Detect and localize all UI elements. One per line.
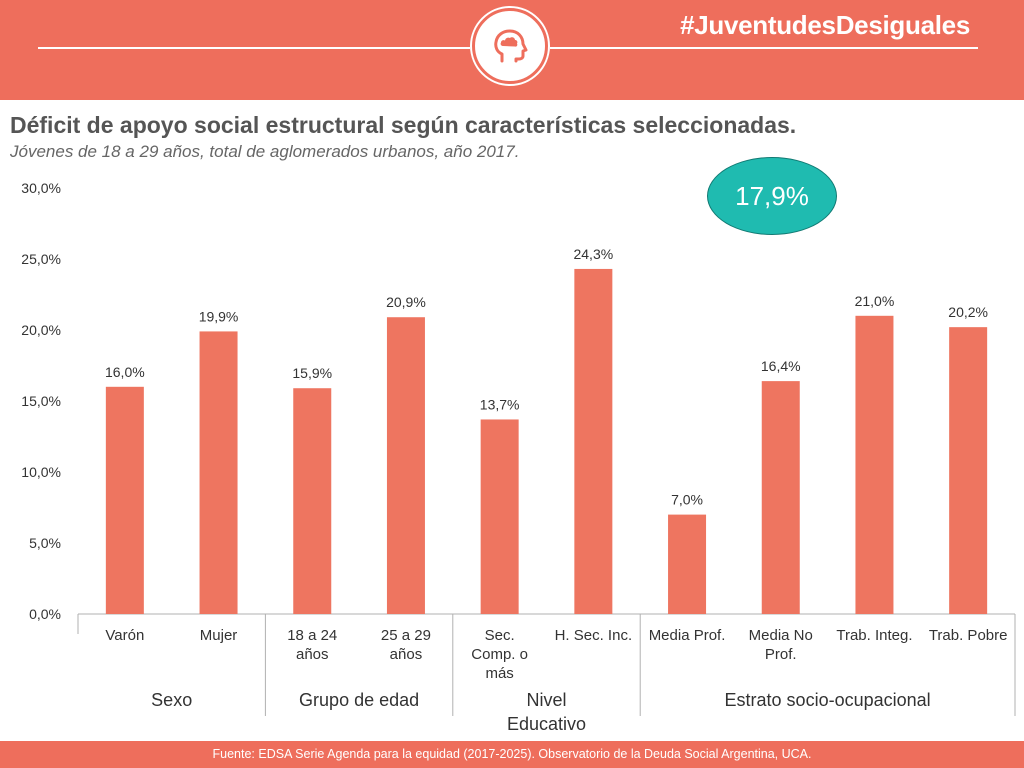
bar-value-label: 20,9%: [386, 294, 426, 310]
header-band: #JuventudesDesiguales: [0, 0, 1024, 100]
category-label: Prof.: [765, 646, 797, 663]
category-label: años: [390, 646, 423, 663]
bar: [668, 514, 707, 614]
bar-value-label: 15,9%: [292, 365, 332, 381]
bar: [574, 268, 613, 614]
bar: [199, 331, 238, 614]
y-tick-label: 30,0%: [21, 180, 61, 196]
category-label: Comp. o: [471, 646, 528, 663]
bar-value-label: 16,0%: [105, 364, 145, 380]
bar-value-label: 20,2%: [948, 304, 988, 320]
hashtag-label: #JuventudesDesiguales: [680, 10, 970, 40]
header-divider-right: [550, 47, 978, 49]
group-label: Sexo: [151, 690, 192, 710]
category-label: H. Sec. Inc.: [555, 627, 633, 644]
bar-value-label: 7,0%: [671, 492, 703, 508]
bar: [386, 317, 425, 614]
bar: [855, 315, 894, 614]
chart-title: Déficit de apoyo social estructural segú…: [10, 112, 797, 138]
bar-value-label: 24,3%: [573, 246, 613, 262]
category-label: años: [296, 646, 329, 663]
bar-value-label: 13,7%: [480, 396, 520, 412]
y-tick-label: 5,0%: [29, 535, 61, 551]
header-divider-left: [38, 47, 470, 49]
footer-band: Fuente: EDSA Serie Agenda para la equida…: [0, 741, 1024, 768]
group-label: Nivel: [526, 690, 566, 710]
category-label: más: [485, 665, 513, 682]
bar: [949, 327, 988, 614]
category-label: Trab. Pobre: [929, 627, 1008, 644]
category-label: Trab. Integ.: [836, 627, 912, 644]
group-label: Grupo de edad: [299, 690, 419, 710]
category-label: Mujer: [200, 627, 238, 644]
category-label: 18 a 24: [287, 627, 337, 644]
category-label: 25 a 29: [381, 627, 431, 644]
bar-value-label: 19,9%: [199, 308, 239, 324]
bar-value-label: 16,4%: [761, 358, 801, 374]
bar-chart: 0,0% 5,0% 10,0% 15,0% 20,0% 25,0% 30,0% 16,0% Va…: [21, 180, 1016, 734]
total-value-badge: 17,9%: [707, 157, 837, 235]
bar: [293, 388, 332, 614]
source-note: Fuente: EDSA Serie Agenda para la equida…: [212, 747, 812, 761]
bar: [105, 386, 144, 614]
bar-value-label: 21,0%: [855, 293, 895, 309]
bar: [480, 419, 519, 614]
category-label: Media Prof.: [649, 627, 726, 644]
chart-subtitle: Jóvenes de 18 a 29 años, total de aglome…: [10, 142, 520, 161]
category-label: Varón: [105, 627, 144, 644]
bar: [761, 381, 800, 614]
y-tick-label: 0,0%: [29, 606, 61, 622]
y-tick-label: 25,0%: [21, 251, 61, 267]
y-tick-label: 10,0%: [21, 464, 61, 480]
group-label: Estrato socio-ocupacional: [725, 690, 931, 710]
head-with-cloud-icon: [472, 8, 548, 84]
y-tick-label: 15,0%: [21, 393, 61, 409]
category-label: Sec.: [485, 627, 515, 644]
y-tick-label: 20,0%: [21, 322, 61, 338]
group-label: Educativo: [507, 714, 586, 734]
category-label: Media No: [749, 627, 813, 644]
